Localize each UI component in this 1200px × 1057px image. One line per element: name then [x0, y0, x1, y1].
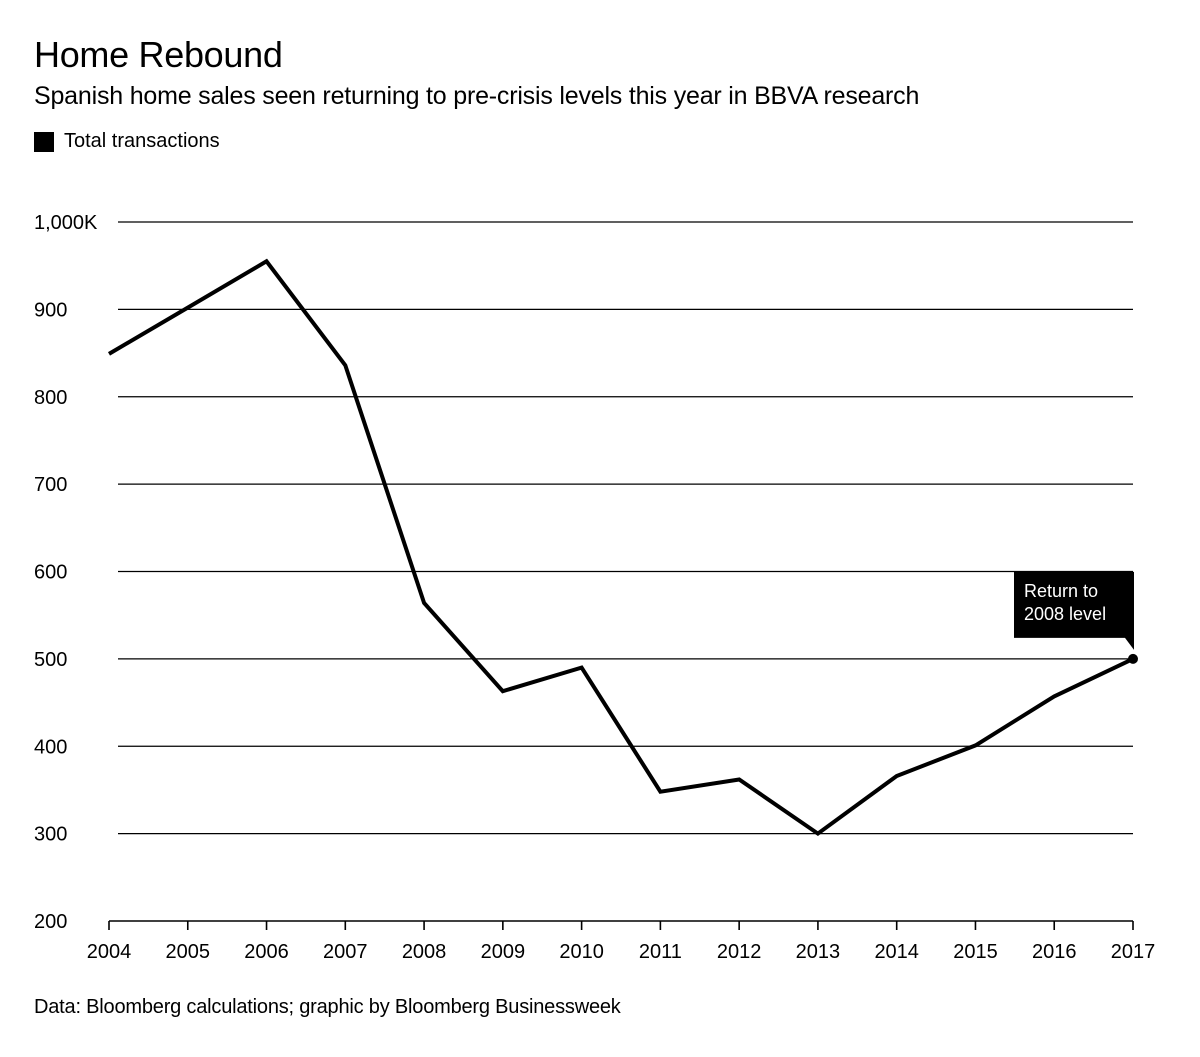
x-tick-label-2006: 2006 [244, 941, 289, 963]
y-tick-label-800: 800 [34, 387, 67, 409]
x-tick-label-2005: 2005 [166, 941, 211, 963]
gridlines [118, 221, 1133, 835]
y-tick-label-500: 500 [34, 649, 67, 671]
chart-title: Home Rebound [34, 34, 283, 75]
x-tick-label-2011: 2011 [639, 941, 682, 963]
annotation-marker [1128, 653, 1138, 664]
annotation-box [1014, 571, 1134, 650]
x-tick-label-2010: 2010 [559, 941, 604, 963]
source-note: Data: Bloomberg calculations; graphic by… [34, 996, 621, 1018]
series-layer [107, 258, 1134, 837]
y-axis-ticks: 200 300 400 500 600 700 800 900 1,000K [34, 212, 98, 933]
annotation-text-line-2: 2008 level [1024, 604, 1106, 624]
annotation: Return to 2008 level [1014, 571, 1138, 664]
legend-swatch [34, 131, 54, 152]
y-tick-label-900: 900 [34, 299, 67, 321]
y-tick-label-200: 200 [34, 911, 67, 933]
series-line-0 [107, 258, 1134, 837]
x-axis: 2004 2005 2006 2007 2008 2009 2010 2011 2012 2013… [87, 920, 1156, 963]
y-tick-label-300: 300 [34, 824, 67, 846]
annotation-text-line-1: Return to [1024, 581, 1098, 601]
x-tick-label-2012: 2012 [717, 941, 762, 963]
y-tick-label-400: 400 [34, 736, 67, 758]
y-tick-label-700: 700 [34, 474, 67, 496]
legend-label: Total transactions [64, 130, 220, 152]
y-tick-label-1000: 1,000K [34, 212, 98, 234]
x-tick-label-2016: 2016 [1032, 941, 1077, 963]
x-tick-label-2009: 2009 [481, 941, 526, 963]
legend: Total transactions [34, 130, 220, 153]
x-tick-label-2015: 2015 [953, 941, 998, 963]
chart-subtitle: Spanish home sales seen returning to pre… [34, 82, 920, 110]
x-tick-label-2007: 2007 [323, 941, 368, 963]
y-tick-label-600: 600 [34, 562, 67, 584]
x-tick-label-2014: 2014 [874, 941, 919, 963]
x-tick-label-2008: 2008 [402, 941, 447, 963]
x-tick-label-2017: 2017 [1111, 941, 1156, 963]
x-tick-label-2013: 2013 [796, 941, 841, 963]
x-tick-label-2004: 2004 [87, 941, 132, 963]
